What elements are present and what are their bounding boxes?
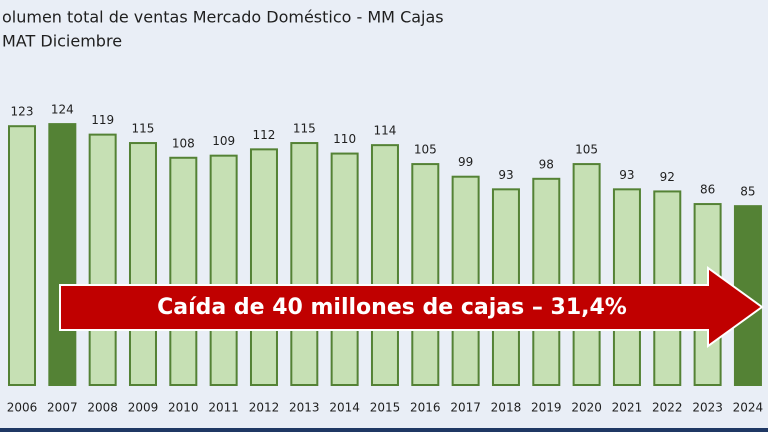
value-label: 93 <box>619 168 634 182</box>
x-tick-label: 2023 <box>692 401 723 415</box>
value-label: 99 <box>458 155 473 169</box>
annotation: Caída de 40 millones de cajas – 31,4% <box>157 295 627 320</box>
x-tick-label: 2011 <box>208 401 239 415</box>
x-tick-label: 2018 <box>491 401 522 415</box>
value-label: 109 <box>212 134 235 148</box>
x-tick-label: 2012 <box>249 401 280 415</box>
x-tick-label: 2024 <box>733 401 764 415</box>
value-label: 123 <box>11 105 34 119</box>
x-tick-label: 2019 <box>531 401 562 415</box>
value-label: 85 <box>740 185 755 199</box>
x-tick-label: 2020 <box>571 401 602 415</box>
value-label: 93 <box>498 168 513 182</box>
x-tick-label: 2009 <box>128 401 159 415</box>
x-tick-label: 2014 <box>329 401 360 415</box>
bar <box>290 142 319 386</box>
x-tick-label: 2021 <box>612 401 643 415</box>
value-label: 119 <box>91 113 114 127</box>
bar <box>370 144 399 386</box>
chart-subtitle: MAT Diciembre <box>2 32 122 51</box>
value-label: 114 <box>374 124 397 138</box>
value-label: 98 <box>539 157 554 171</box>
bar <box>169 156 198 386</box>
value-label: 108 <box>172 136 195 150</box>
x-tick-label: 2008 <box>87 401 118 415</box>
bar <box>48 123 77 386</box>
x-tick-label: 2006 <box>7 401 38 415</box>
bar <box>572 163 601 386</box>
chart-title: olumen total de ventas Mercado Doméstico… <box>2 8 444 27</box>
value-label: 105 <box>575 143 598 157</box>
value-label: 115 <box>293 122 316 136</box>
bar <box>88 133 117 386</box>
x-tick-label: 2017 <box>450 401 481 415</box>
x-tick-label: 2013 <box>289 401 320 415</box>
value-label: 86 <box>700 183 715 197</box>
value-label: 115 <box>132 122 155 136</box>
value-label: 105 <box>414 143 437 157</box>
bar <box>209 154 238 386</box>
bar <box>451 175 480 386</box>
bar <box>411 163 440 386</box>
bar <box>330 152 359 386</box>
value-label: 92 <box>660 170 675 184</box>
value-label: 112 <box>253 128 276 142</box>
value-label: 124 <box>51 103 74 117</box>
bar <box>249 148 278 386</box>
annotation-arrow: Caída de 40 millones de cajas – 31,4% <box>59 266 764 348</box>
x-tick-label: 2007 <box>47 401 78 415</box>
bar <box>532 177 561 386</box>
bar <box>8 125 36 386</box>
x-tick-label: 2010 <box>168 401 199 415</box>
x-tick-label: 2022 <box>652 401 683 415</box>
value-label: 110 <box>333 132 356 146</box>
arrow-shape <box>59 266 764 348</box>
bar <box>128 142 157 386</box>
bottom-border <box>0 428 768 432</box>
x-tick-label: 2015 <box>370 401 401 415</box>
x-tick-label: 2016 <box>410 401 441 415</box>
